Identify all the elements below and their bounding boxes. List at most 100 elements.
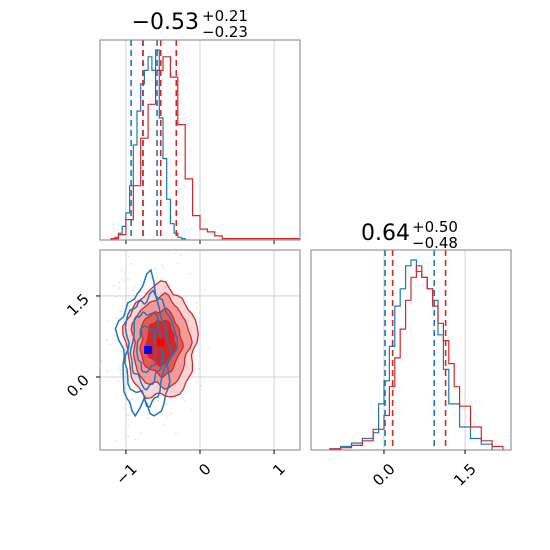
- scatter-point: [131, 381, 134, 384]
- y-tick-label: 0.0: [63, 371, 93, 401]
- scatter-point: [100, 360, 102, 363]
- hist-1-frame: [99, 39, 301, 241]
- scatter-point: [134, 438, 137, 441]
- panel-joint: −1 0 1 0.0 1.5: [63, 226, 301, 535]
- scatter-point: [207, 347, 210, 350]
- scatter-point: [180, 254, 182, 257]
- hist-2-quantile-lines: [384, 250, 447, 450]
- scatter-point: [119, 372, 122, 375]
- scatter-point: [195, 302, 198, 304]
- scatter-point: [127, 414, 130, 417]
- scatter-point: [118, 368, 121, 371]
- scatter-point: [204, 289, 206, 292]
- scatter-point: [120, 270, 123, 272]
- hist-2-title-sup: +0.50: [412, 218, 458, 236]
- scatter-point: [127, 305, 130, 308]
- hist-1-title: −0.53: [132, 10, 199, 35]
- scatter-point: [127, 424, 130, 427]
- scatter-point: [169, 412, 172, 414]
- hist-2-series: [329, 259, 504, 450]
- scatter-point: [131, 289, 134, 292]
- scatter-point: [119, 310, 122, 313]
- panel-hist-1: −0.53 +0.21 −0.23: [99, 7, 301, 244]
- scatter-point: [144, 291, 146, 294]
- scatter-point: [129, 263, 132, 265]
- scatter-point: [166, 415, 169, 417]
- scatter-point: [122, 279, 124, 281]
- scatter-point: [143, 402, 146, 404]
- scatter-point: [106, 370, 109, 373]
- scatter-point: [198, 320, 201, 323]
- scatter-point: [114, 296, 117, 298]
- scatter-point: [155, 278, 157, 281]
- scatter-point: [123, 320, 125, 323]
- scatter-point: [162, 267, 165, 270]
- hist-2-ticks: 0.0 1.5: [369, 450, 480, 490]
- histogram-series: [110, 49, 186, 240]
- scatter-point: [114, 338, 117, 341]
- scatter-point: [120, 369, 122, 372]
- scatter-point: [161, 264, 163, 267]
- scatter-point: [67, 295, 69, 297]
- scatter-point: [127, 278, 129, 280]
- scatter-point: [131, 398, 133, 400]
- scatter-point: [157, 400, 160, 403]
- contour-level-blue: [114, 268, 179, 418]
- grid-hist-2: [383, 250, 466, 450]
- panel-hist-2: 0.0 1.5 0.64 +0.50 −0.48: [310, 218, 512, 490]
- scatter-point: [127, 255, 130, 258]
- scatter-point: [190, 408, 192, 411]
- scatter-point: [165, 403, 168, 406]
- scatter-point: [158, 397, 161, 400]
- hist-1-quantile-lines: [130, 40, 178, 240]
- scatter-point: [200, 384, 202, 387]
- hist-2-title: 0.64: [361, 221, 410, 246]
- scatter-point: [133, 285, 136, 288]
- scatter-point: [112, 284, 115, 287]
- scatter-point: [122, 407, 125, 410]
- scatter-point: [127, 435, 129, 437]
- scatter-point: [117, 380, 120, 383]
- scatter-point: [122, 345, 125, 347]
- scatter-point: [181, 397, 184, 399]
- scatter-point: [140, 533, 142, 535]
- scatter-point: [189, 272, 192, 275]
- contour-level-blue: [136, 325, 157, 374]
- scatter-point: [197, 368, 200, 370]
- y-tick-label: 1.5: [63, 290, 93, 320]
- scatter-point: [88, 359, 90, 361]
- scatter-point: [175, 226, 177, 228]
- contour-level-blue: [129, 311, 164, 391]
- scatter-point: [140, 431, 143, 434]
- scatter-point: [109, 343, 112, 346]
- x-tick-label: 1: [269, 460, 288, 479]
- scatter-point: [120, 351, 122, 353]
- scatter-point: [147, 417, 150, 419]
- x-tick-label: −1: [112, 460, 140, 488]
- scatter-point: [196, 307, 198, 310]
- hist-1-title-sup: +0.21: [202, 7, 248, 25]
- scatter-point: [173, 252, 176, 255]
- scatter-point: [139, 460, 141, 462]
- hist-2-frame: [310, 249, 512, 451]
- scatter-point: [134, 299, 137, 302]
- scatter-point: [175, 432, 177, 435]
- scatter-point: [176, 262, 179, 265]
- x-tick-label: 0.0: [369, 460, 399, 490]
- hist-1-title-sub: −0.23: [202, 23, 248, 41]
- scatter-point: [126, 309, 129, 312]
- scatter-point: [118, 287, 121, 290]
- scatter-point: [118, 281, 121, 284]
- point-marker: [156, 338, 165, 347]
- scatter-point: [107, 319, 110, 322]
- x-tick-label: 0: [195, 460, 214, 479]
- joint-markers: [144, 338, 165, 354]
- scatter-point: [183, 400, 186, 402]
- scatter-point: [116, 317, 119, 320]
- x-tick-label: 1.5: [450, 460, 480, 490]
- scatter-point: [154, 267, 156, 270]
- histogram-series: [329, 265, 504, 450]
- scatter-point: [106, 339, 109, 342]
- scatter-point: [163, 424, 166, 426]
